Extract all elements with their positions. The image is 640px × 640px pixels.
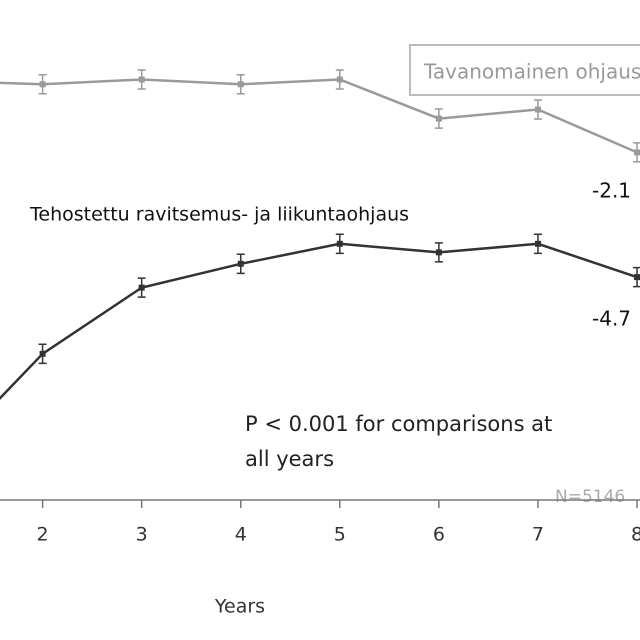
x-axis-label: Years [214,596,265,618]
x-tick-label: 4 [235,524,247,546]
point [237,81,244,88]
x-tick-label: 5 [334,524,346,546]
x-tick-label: 7 [532,524,544,546]
annotation: all years [245,447,334,471]
legend-label: Tavanomainen ohjaus [423,60,640,84]
point [138,284,145,291]
x-tick-label: 3 [136,524,148,546]
point [336,240,343,247]
series-line [0,242,638,401]
point [39,350,46,357]
point [39,81,46,88]
note: N=5146 [555,487,625,507]
x-tick-label: 6 [433,524,445,546]
point [634,149,640,156]
x-tick-label: 8 [631,524,640,546]
annotation: P < 0.001 for comparisons at [245,412,552,436]
end-label: -2.1 [592,179,631,203]
point [435,115,442,122]
point [534,240,541,247]
series-line [0,78,638,154]
series-label: Tehostettu ravitsemus- ja liikuntaohjaus [29,204,409,226]
point [336,76,343,83]
point [534,106,541,113]
x-tick-label: 2 [37,524,49,546]
point [237,260,244,267]
point [435,249,442,256]
legend-box [409,44,640,96]
point [138,76,145,83]
point [634,274,640,281]
end-label: -4.7 [592,307,631,331]
